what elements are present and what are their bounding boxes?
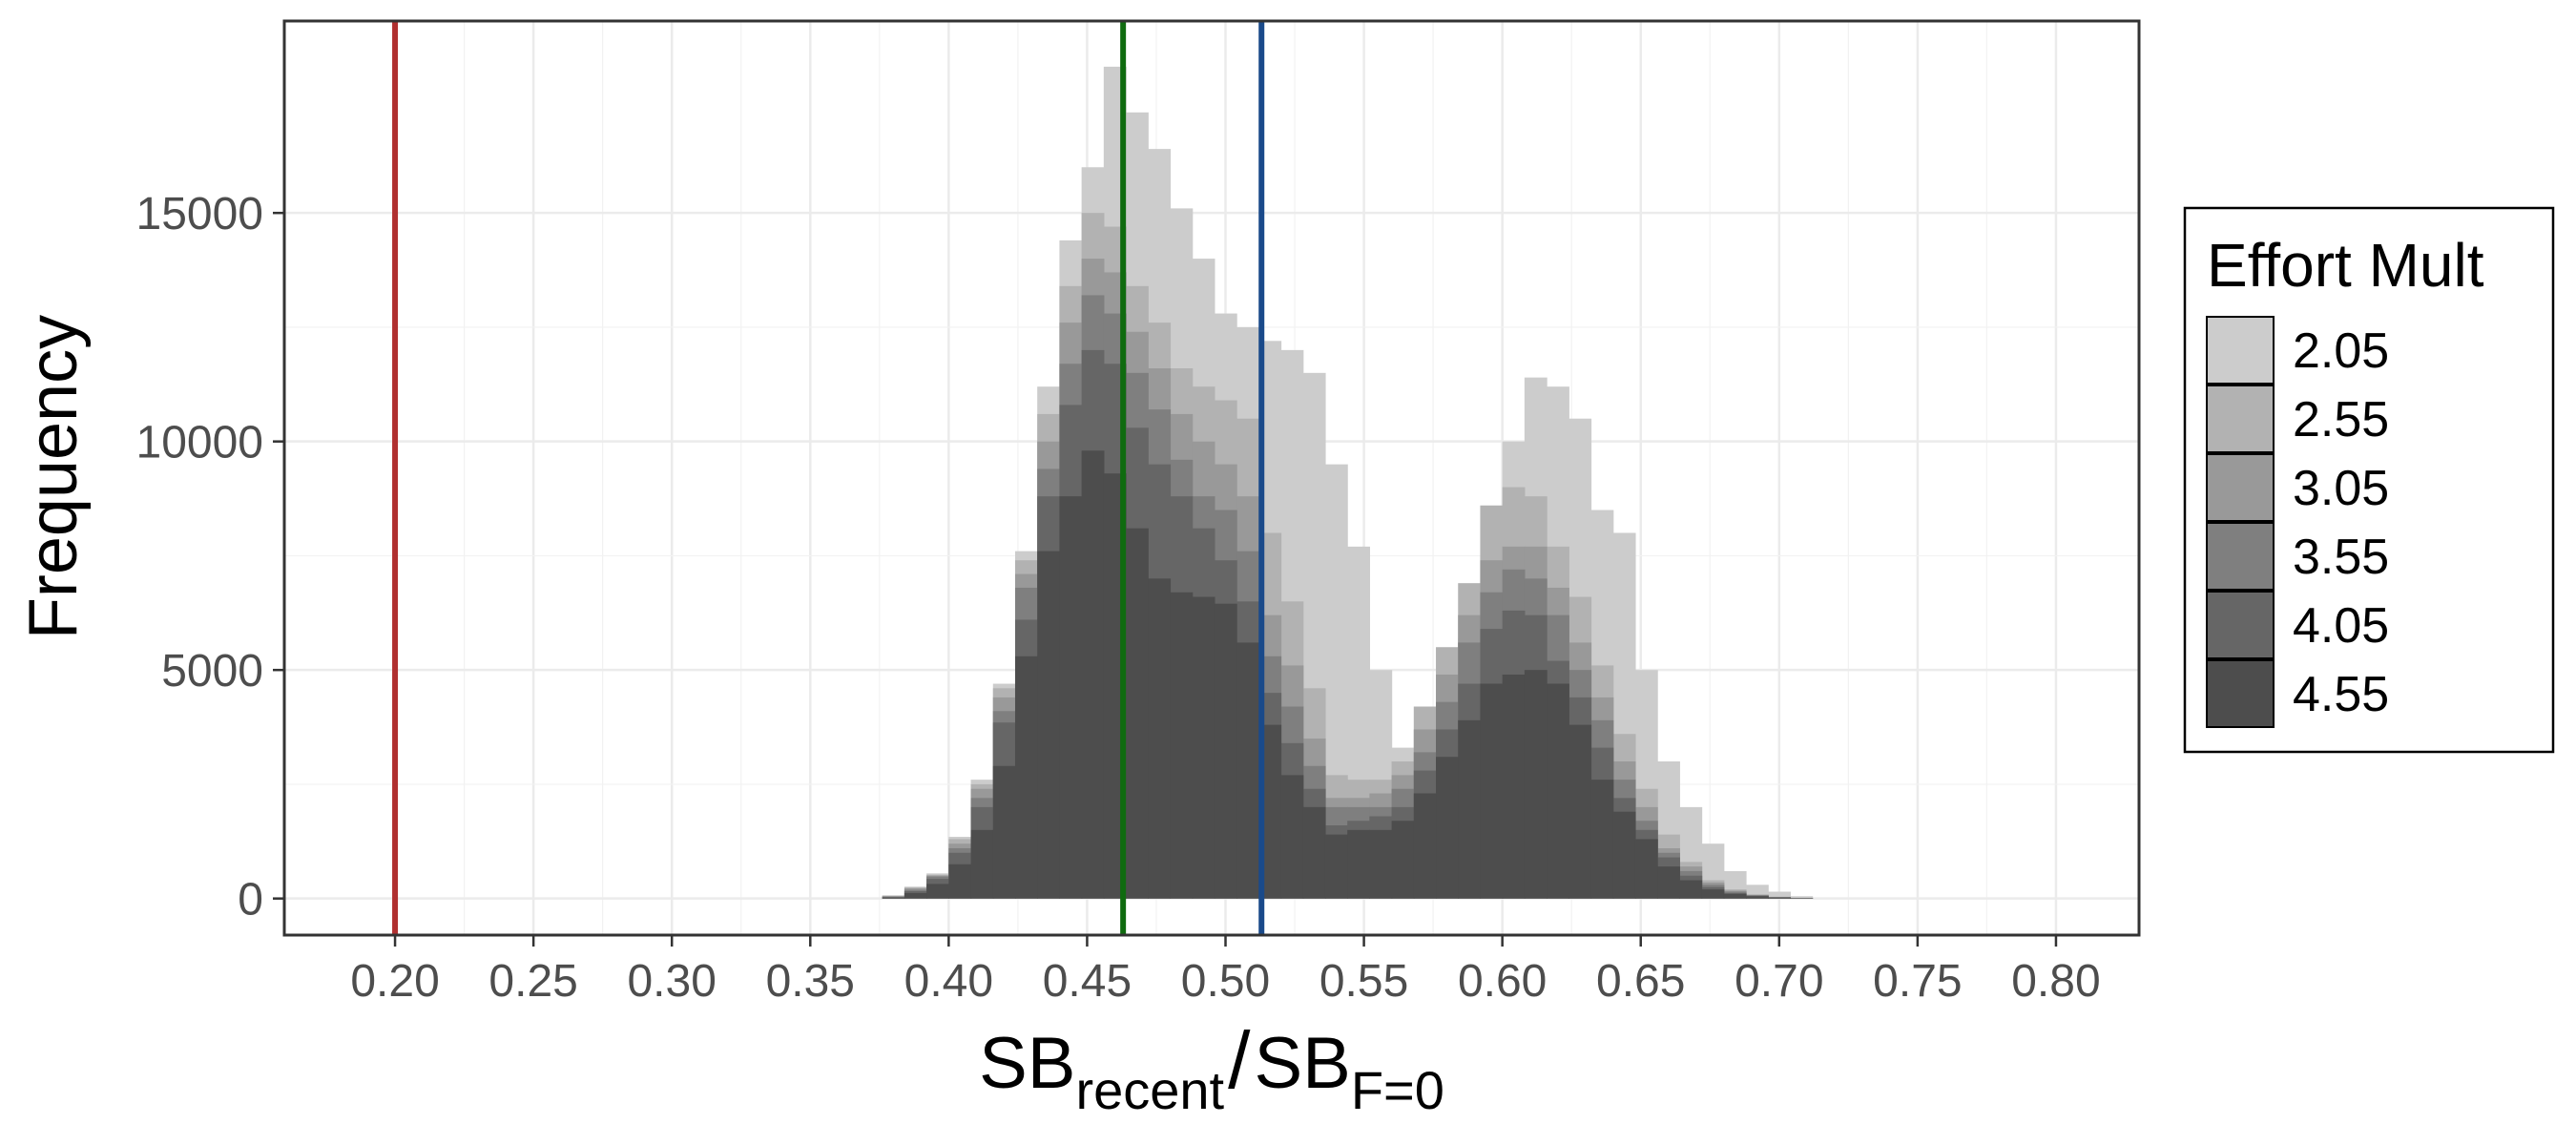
legend-label: 2.05 (2293, 323, 2389, 379)
histogram-bar (1014, 656, 1038, 899)
x-tick-label: 0.40 (904, 956, 993, 1007)
series-4.55 (882, 450, 1814, 899)
histogram-bar (1634, 839, 1658, 899)
legend-label: 3.05 (2293, 461, 2389, 516)
histogram-bar (1148, 578, 1172, 899)
reference-lines (392, 21, 1265, 935)
histogram-bar (1258, 724, 1282, 899)
histogram-bar (1679, 880, 1703, 899)
histogram-bar (1480, 683, 1504, 899)
legend-swatch (2206, 522, 2275, 591)
histogram-bar (1059, 496, 1083, 899)
histogram-bar (1768, 891, 1792, 899)
legend-item: 4.55 (2206, 659, 2389, 728)
histogram-bar (1413, 793, 1437, 899)
x-tick-label: 0.55 (1319, 956, 1408, 1007)
x-tick-label: 0.45 (1043, 956, 1132, 1007)
histogram-bar (1391, 821, 1415, 899)
histogram-bar (1192, 596, 1215, 899)
histogram-bar (1280, 775, 1304, 899)
x-axis-title-sub-recent: recent (1075, 1060, 1224, 1120)
x-tick-label: 0.20 (350, 956, 439, 1007)
histogram-bar (1037, 551, 1061, 899)
histogram-bar (1547, 683, 1569, 899)
x-tick-label: 0.25 (488, 956, 577, 1007)
histogram-bar (1369, 829, 1393, 899)
histogram-bar (1436, 757, 1459, 899)
y-tick-label: 10000 (136, 418, 263, 468)
histogram-bar (926, 884, 949, 899)
histogram-bar (1768, 897, 1792, 899)
legend-swatch (2206, 453, 2275, 522)
histogram-bar (1347, 829, 1370, 899)
histogram-bar (1590, 780, 1614, 899)
x-axis-title-separator: / (1228, 1015, 1251, 1105)
x-tick-label: 0.70 (1735, 956, 1823, 1007)
histogram-bar (1612, 811, 1636, 899)
x-tick-label: 0.80 (2011, 956, 2100, 1007)
y-tick-label: 15000 (136, 189, 263, 239)
legend-item: 2.55 (2206, 385, 2389, 453)
legend-title: Effort Mult (2207, 231, 2484, 300)
x-tick-label: 0.35 (766, 956, 855, 1007)
histogram-bar (1568, 724, 1592, 899)
histogram-bar (970, 829, 994, 899)
histogram-bar (1790, 896, 1814, 899)
histogram-bar (1458, 719, 1482, 899)
legend-swatch (2206, 385, 2275, 453)
x-tick-label: 0.75 (1873, 956, 1962, 1007)
x-tick-label: 0.65 (1596, 956, 1685, 1007)
legend-item: 3.55 (2206, 522, 2389, 591)
legend-swatch (2206, 659, 2275, 728)
x-tick-label: 0.50 (1181, 956, 1270, 1007)
histogram-bar (948, 864, 972, 899)
y-tick-label: 5000 (161, 646, 263, 697)
x-axis-title-main-2: SB (1254, 1023, 1350, 1104)
histogram-bar (904, 892, 927, 899)
histogram-bar (1701, 889, 1725, 899)
histogram-bar (1745, 896, 1769, 899)
legend-items: 2.05 2.55 3.05 3.55 4.05 4.55 (2206, 316, 2389, 728)
histogram-bar (1502, 674, 1526, 899)
histogram-bar (1214, 603, 1237, 899)
legend-label: 4.55 (2293, 667, 2389, 722)
histogram-bar (882, 897, 905, 899)
histogram-bar (1170, 592, 1194, 899)
histogram-bar (1302, 806, 1326, 899)
y-axis-title: Frequency (15, 315, 92, 639)
legend-label: 2.55 (2293, 392, 2389, 448)
legend-swatch (2206, 316, 2275, 385)
legend-item: 3.05 (2206, 453, 2389, 522)
legend-item: 2.05 (2206, 316, 2389, 385)
histogram-bar (1657, 866, 1680, 899)
x-axis-title-sub-f0: F=0 (1351, 1060, 1444, 1120)
axis-ticks: 0.20 0.25 0.30 0.35 0.40 0.45 0.50 0.55 0.60 0.65… (136, 189, 2101, 1007)
legend-label: 4.05 (2293, 598, 2389, 654)
histogram-bar (1081, 450, 1105, 899)
legend-item: 4.05 (2206, 591, 2389, 659)
plot-panel-border (282, 19, 2141, 937)
legend: Effort Mult 2.05 2.55 3.05 3.55 4.05 4.55 (2183, 206, 2555, 754)
legend-swatch (2206, 591, 2275, 659)
histogram-bar (1723, 893, 1747, 899)
x-tick-label: 0.30 (627, 956, 716, 1007)
histogram-bar (992, 765, 1016, 899)
x-tick-label: 0.60 (1458, 956, 1547, 1007)
legend-label: 3.55 (2293, 530, 2389, 585)
histogram-bar (1126, 528, 1149, 899)
histogram-bar (1524, 670, 1548, 899)
x-axis-title-main: SB (979, 1023, 1075, 1104)
y-tick-label: 0 (238, 875, 263, 926)
histogram-bar (1324, 834, 1348, 899)
x-axis-title: SBrecent/SBF=0 (979, 1015, 1444, 1120)
histogram-bar (1236, 642, 1259, 899)
